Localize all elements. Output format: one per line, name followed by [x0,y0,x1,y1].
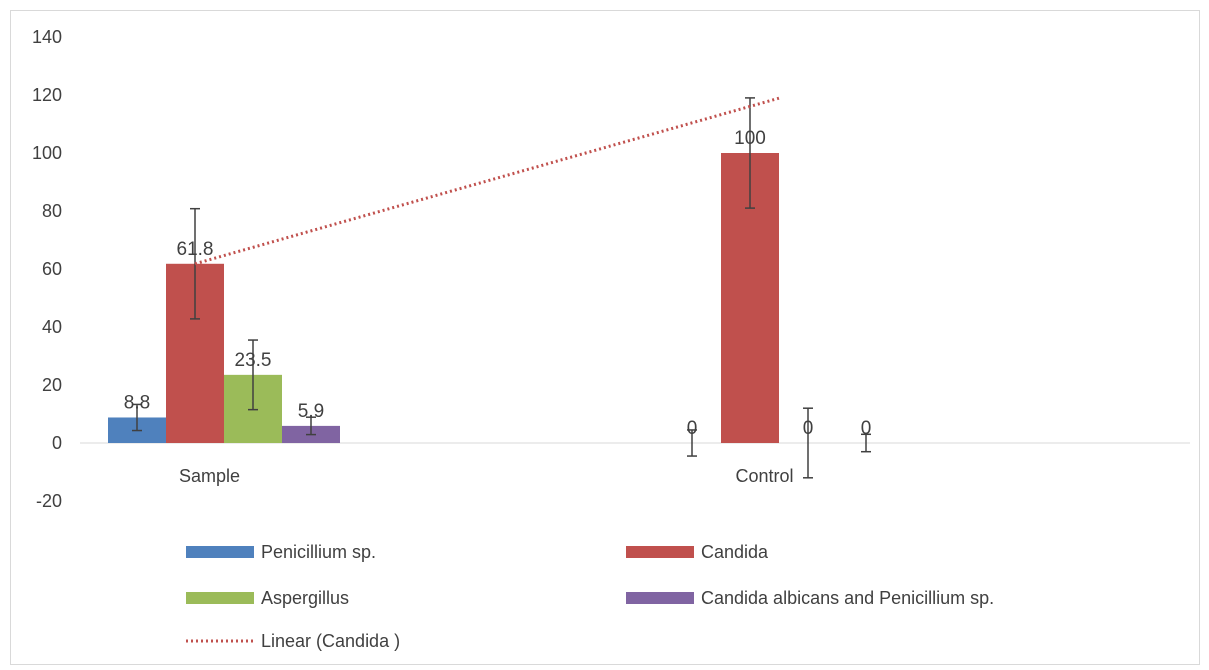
y-tick-label: 60 [42,259,62,279]
y-tick-label: 20 [42,375,62,395]
y-tick-label: -20 [36,491,62,511]
data-label: 61.8 [177,239,214,260]
y-tick-label: 100 [32,143,62,163]
legend-label: Linear (Candida ) [261,631,400,651]
data-label: 5.9 [298,401,324,422]
x-category-label: Control [735,466,793,486]
y-tick-label: 80 [42,201,62,221]
legend-swatch [186,592,254,604]
data-label: 0 [861,418,872,439]
y-tick-label: 40 [42,317,62,337]
legend-label: Candida albicans and Penicillium sp. [701,588,994,608]
data-label: 0 [687,418,698,439]
y-tick-label: 0 [52,433,62,453]
legend-swatch [186,546,254,558]
x-category-label: Sample [179,466,240,486]
trendline [194,96,781,266]
legend-label: Penicillium sp. [261,542,376,562]
data-label: 23.5 [235,350,272,371]
legend-label: Aspergillus [261,588,349,608]
data-label: 8.8 [124,392,150,413]
data-label: 100 [734,128,766,149]
legend-swatch [626,592,694,604]
legend-label: Candida [701,542,769,562]
legend-swatch [626,546,694,558]
y-tick-label: 120 [32,85,62,105]
y-tick-label: 140 [32,27,62,47]
data-label: 0 [803,418,814,439]
